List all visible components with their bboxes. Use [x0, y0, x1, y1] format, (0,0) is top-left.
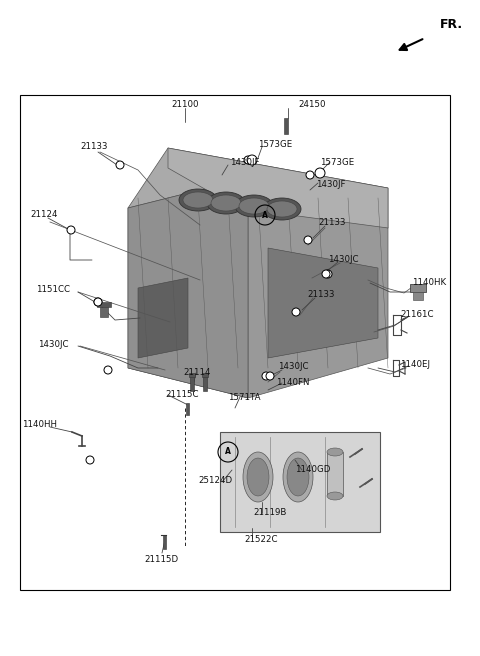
Text: 1140EJ: 1140EJ [400, 360, 430, 369]
Circle shape [324, 270, 332, 278]
Bar [203, 375, 207, 391]
Ellipse shape [183, 192, 213, 208]
Bar [202, 373, 208, 377]
Circle shape [94, 298, 102, 306]
Text: 21114: 21114 [183, 368, 211, 377]
Text: 1573GE: 1573GE [258, 140, 292, 149]
Ellipse shape [235, 195, 273, 217]
Bar [189, 373, 195, 377]
Polygon shape [138, 278, 188, 358]
Text: 1430JF: 1430JF [230, 158, 260, 167]
Bar [284, 118, 288, 134]
Ellipse shape [247, 458, 269, 496]
Text: 21115D: 21115D [144, 555, 178, 564]
Circle shape [104, 366, 112, 374]
Text: 21119B: 21119B [253, 508, 287, 517]
Text: 21133: 21133 [318, 218, 346, 227]
Text: 21124: 21124 [30, 210, 58, 219]
Text: 25124D: 25124D [198, 476, 232, 485]
Circle shape [306, 171, 314, 179]
Text: 21115C: 21115C [165, 390, 199, 399]
Bar [220, 432, 380, 532]
Ellipse shape [239, 198, 269, 214]
Ellipse shape [327, 448, 343, 456]
Text: 1151CC: 1151CC [36, 285, 70, 294]
Ellipse shape [263, 198, 301, 220]
Circle shape [304, 236, 312, 244]
Text: FR.: FR. [440, 18, 463, 31]
Bar [163, 535, 166, 549]
Polygon shape [248, 178, 388, 398]
Text: A: A [225, 447, 231, 457]
Circle shape [67, 226, 75, 234]
Text: A: A [262, 211, 268, 220]
Bar [413, 292, 423, 300]
Bar [410, 284, 426, 292]
Circle shape [315, 168, 325, 178]
Ellipse shape [327, 492, 343, 500]
Ellipse shape [287, 458, 309, 496]
Bar [327, 452, 343, 496]
Circle shape [262, 372, 270, 380]
Text: 21161C: 21161C [400, 310, 433, 319]
Circle shape [244, 156, 252, 164]
Ellipse shape [267, 201, 297, 217]
Circle shape [266, 372, 274, 380]
Circle shape [292, 308, 300, 316]
Text: 1430JC: 1430JC [278, 362, 309, 371]
Polygon shape [168, 148, 388, 228]
Bar [97, 302, 111, 307]
Bar [190, 375, 194, 391]
Ellipse shape [283, 452, 313, 502]
Bar [100, 307, 108, 317]
Text: 1140FN: 1140FN [276, 378, 310, 387]
Text: 21133: 21133 [307, 290, 335, 299]
Text: 21100: 21100 [171, 100, 199, 109]
Circle shape [247, 155, 257, 165]
Text: 1573GE: 1573GE [320, 158, 354, 167]
Polygon shape [128, 148, 388, 228]
Polygon shape [268, 248, 378, 358]
Text: 1430JC: 1430JC [328, 255, 359, 264]
Circle shape [116, 161, 124, 169]
Polygon shape [128, 178, 248, 398]
Text: 21522C: 21522C [244, 535, 277, 544]
Text: 21133: 21133 [80, 142, 108, 151]
Ellipse shape [211, 195, 241, 211]
Text: 1430JC: 1430JC [38, 340, 69, 349]
Text: 1140HK: 1140HK [412, 278, 446, 287]
Circle shape [94, 298, 102, 306]
Text: 24150: 24150 [298, 100, 325, 109]
Text: 1571TA: 1571TA [228, 393, 261, 402]
Bar [20, 95, 450, 590]
Polygon shape [128, 178, 248, 398]
Ellipse shape [179, 189, 217, 211]
Text: 1140GD: 1140GD [295, 465, 330, 474]
Bar [186, 403, 189, 415]
Text: 1430JF: 1430JF [316, 180, 346, 189]
Ellipse shape [243, 452, 273, 502]
Circle shape [322, 270, 330, 278]
Ellipse shape [207, 192, 245, 214]
Text: 1140HH: 1140HH [22, 420, 57, 429]
Circle shape [86, 456, 94, 464]
